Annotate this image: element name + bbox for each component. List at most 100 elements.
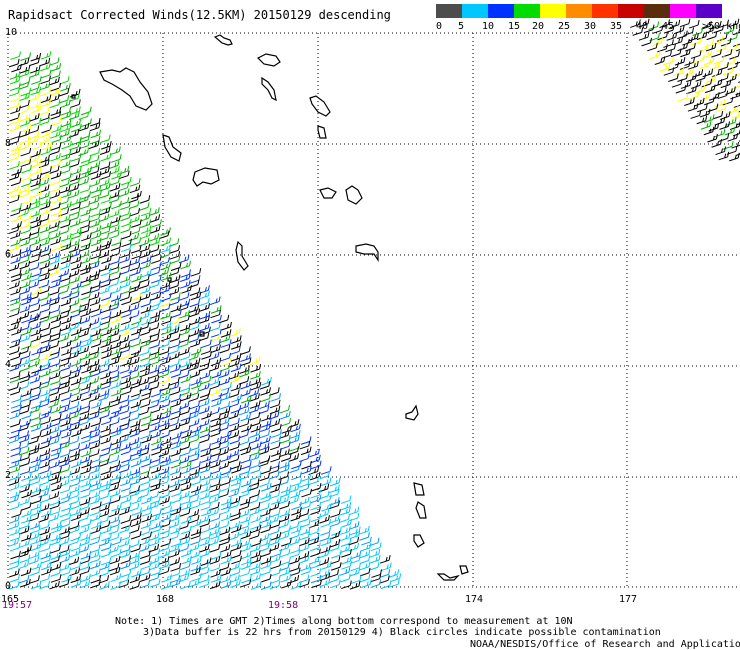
wind-barb — [229, 374, 240, 384]
wind-barb — [130, 452, 142, 462]
wind-barb — [59, 322, 71, 332]
wind-barb — [160, 406, 172, 415]
wind-barb — [200, 484, 211, 493]
wind-barb — [280, 410, 291, 420]
wind-barb — [131, 512, 142, 522]
wind-barb — [731, 112, 740, 119]
wind-barb — [120, 224, 132, 234]
wind-barb — [60, 513, 72, 522]
wind-barb — [108, 194, 120, 204]
wind-barb — [29, 209, 41, 218]
wind-barb — [40, 352, 51, 361]
wind-barb — [260, 483, 272, 492]
wind-barb — [240, 380, 251, 390]
wind-barb — [79, 315, 91, 325]
wind-barb — [220, 352, 232, 362]
wind-barb — [149, 482, 161, 492]
wind-barb — [88, 359, 100, 368]
wind-barb — [49, 146, 61, 156]
wind-barb — [270, 554, 281, 564]
wind-barb — [29, 485, 41, 494]
wind-barb — [677, 73, 688, 82]
wind-barb — [159, 280, 171, 290]
wind-barb — [39, 116, 50, 126]
wind-barb — [40, 50, 52, 60]
wind-barb — [699, 60, 711, 70]
wind-barb — [291, 471, 302, 481]
wind-barb — [98, 458, 110, 468]
legend-swatch — [488, 4, 514, 18]
wind-barb — [18, 142, 30, 151]
wind-barb — [149, 472, 160, 481]
wind-barb — [260, 567, 272, 576]
wind-barb — [118, 434, 130, 443]
wind-barb — [289, 464, 300, 474]
wind-barb — [158, 267, 170, 277]
wind-barb — [80, 184, 91, 194]
wind-barb — [48, 399, 60, 408]
wind-barb — [98, 213, 110, 223]
wind-barb — [28, 135, 40, 144]
wind-barb — [40, 129, 51, 138]
wind-barb — [89, 284, 101, 294]
wind-barb — [110, 495, 121, 504]
wind-barb — [290, 512, 301, 522]
wind-barb — [99, 146, 111, 155]
wind-barb — [100, 370, 111, 380]
wind-barb — [9, 308, 20, 318]
wind-barb — [271, 548, 282, 558]
wind-barb — [139, 573, 151, 582]
wind-barb — [690, 110, 702, 119]
wind-barb — [28, 92, 40, 102]
wind-barb — [8, 382, 19, 391]
wind-barb — [638, 32, 650, 41]
wind-barb — [30, 536, 41, 546]
wind-barb — [151, 219, 162, 228]
wind-barb — [88, 346, 100, 356]
wind-barb — [140, 225, 152, 234]
wind-barb — [140, 230, 151, 240]
wind-barb — [691, 36, 702, 46]
wind-barb — [139, 347, 150, 356]
wind-barb — [230, 328, 241, 337]
wind-barb — [271, 424, 282, 433]
wind-barb — [20, 225, 32, 235]
wind-barb — [120, 260, 132, 270]
wind-barb — [665, 43, 676, 53]
wind-barb — [28, 465, 40, 474]
wind-barb — [90, 237, 102, 247]
wind-barb — [30, 430, 42, 440]
wind-barb — [188, 578, 200, 588]
wind-barb — [240, 357, 252, 366]
wind-barb — [49, 460, 60, 469]
wind-barb — [290, 423, 301, 433]
wind-barb — [290, 525, 302, 534]
wind-barb — [98, 508, 110, 518]
wind-barb — [148, 334, 160, 344]
wind-barb — [49, 99, 61, 109]
wind-barb — [69, 443, 81, 452]
wind-barb — [20, 123, 32, 133]
wind-barb — [250, 524, 262, 534]
wind-barb — [99, 226, 111, 235]
wind-barb — [80, 448, 92, 458]
wind-barb — [713, 24, 725, 34]
wind-barb — [139, 543, 150, 552]
wind-barb — [228, 454, 240, 464]
wind-barb — [28, 369, 40, 379]
wind-barb — [130, 399, 142, 409]
wind-barb — [128, 232, 140, 242]
wind-barb — [140, 466, 151, 475]
lon-label: 165 — [1, 594, 20, 605]
wind-barb — [209, 513, 221, 522]
wind-barb — [80, 489, 91, 499]
wind-barb — [90, 230, 102, 240]
wind-barb — [198, 393, 210, 402]
wind-barb — [179, 314, 190, 324]
wind-barb — [241, 423, 252, 433]
wind-barb — [248, 478, 260, 487]
wind-barb — [198, 398, 210, 408]
wind-barb — [258, 446, 270, 455]
wind-barb — [707, 133, 718, 143]
wind-barb — [11, 509, 22, 518]
